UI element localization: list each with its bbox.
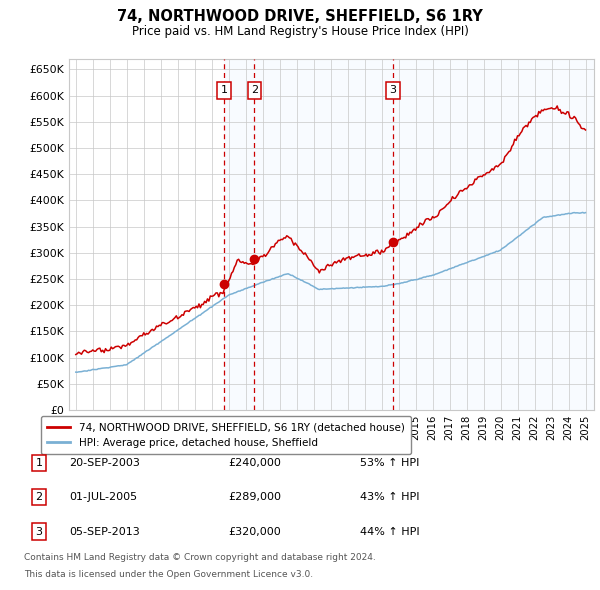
Text: 44% ↑ HPI: 44% ↑ HPI xyxy=(360,527,419,536)
Text: 2: 2 xyxy=(251,86,258,96)
Text: Contains HM Land Registry data © Crown copyright and database right 2024.: Contains HM Land Registry data © Crown c… xyxy=(24,553,376,562)
Text: 3: 3 xyxy=(35,527,43,536)
Text: 74, NORTHWOOD DRIVE, SHEFFIELD, S6 1RY: 74, NORTHWOOD DRIVE, SHEFFIELD, S6 1RY xyxy=(117,9,483,24)
Text: 53% ↑ HPI: 53% ↑ HPI xyxy=(360,458,419,468)
Text: 1: 1 xyxy=(220,86,227,96)
Text: 2: 2 xyxy=(35,493,43,502)
Legend: 74, NORTHWOOD DRIVE, SHEFFIELD, S6 1RY (detached house), HPI: Average price, det: 74, NORTHWOOD DRIVE, SHEFFIELD, S6 1RY (… xyxy=(41,417,411,454)
Text: 05-SEP-2013: 05-SEP-2013 xyxy=(69,527,140,536)
Text: £289,000: £289,000 xyxy=(228,493,281,502)
Text: 43% ↑ HPI: 43% ↑ HPI xyxy=(360,493,419,502)
Text: This data is licensed under the Open Government Licence v3.0.: This data is licensed under the Open Gov… xyxy=(24,571,313,579)
Text: £320,000: £320,000 xyxy=(228,527,281,536)
Text: 1: 1 xyxy=(35,458,43,468)
Text: Price paid vs. HM Land Registry's House Price Index (HPI): Price paid vs. HM Land Registry's House … xyxy=(131,25,469,38)
Bar xyxy=(224,59,594,410)
Text: 3: 3 xyxy=(389,86,397,96)
Text: £240,000: £240,000 xyxy=(228,458,281,468)
Text: 20-SEP-2003: 20-SEP-2003 xyxy=(69,458,140,468)
Text: 01-JUL-2005: 01-JUL-2005 xyxy=(69,493,137,502)
